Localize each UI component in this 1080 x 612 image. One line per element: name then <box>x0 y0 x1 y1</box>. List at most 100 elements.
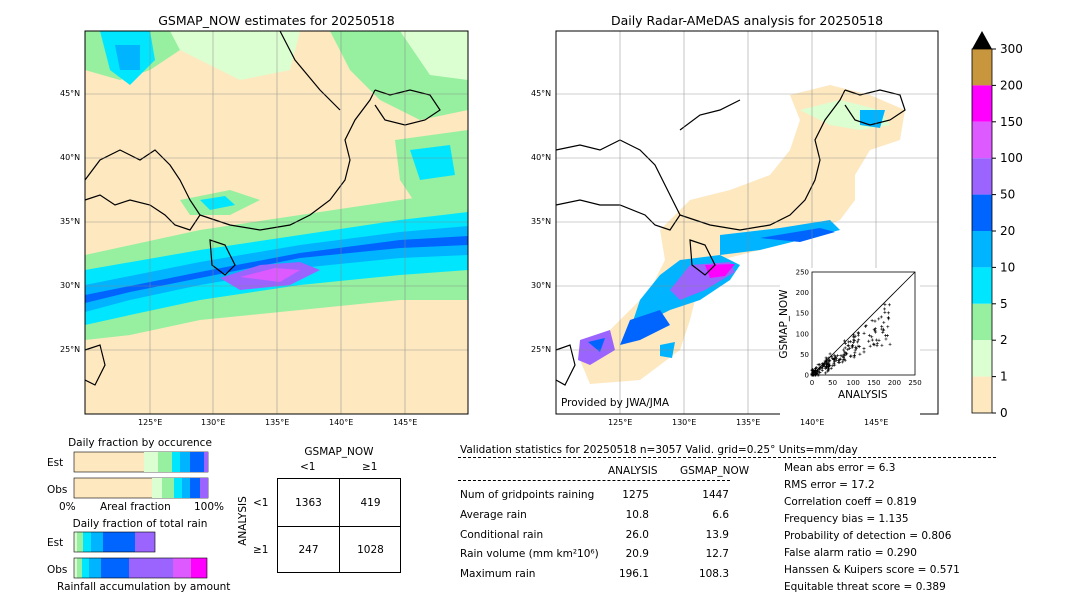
left-lon-125: 125°E <box>138 418 163 427</box>
scatter-ytick-label: 150 <box>796 310 809 318</box>
scatter-xtick-label: 50 <box>828 379 837 387</box>
scatter-marker <box>827 359 831 363</box>
score-line: Correlation coeff = 0.819 <box>784 496 917 508</box>
cell-ge1-lt1: 247 <box>298 544 319 556</box>
scatter-marker <box>838 358 842 362</box>
right-lon-130: 130°E <box>672 418 697 427</box>
total-rain-title: Daily fraction of total rain <box>72 518 208 530</box>
left-lat-45: 45°N <box>60 89 81 98</box>
scatter-marker <box>880 327 884 331</box>
scatter-marker <box>816 363 820 367</box>
scatter-marker <box>888 342 892 346</box>
scatter-marker <box>821 365 825 369</box>
stat-label: Rain volume (mm km²10⁶) <box>460 548 599 560</box>
scatter-marker <box>855 340 859 344</box>
scatter-marker <box>887 317 891 321</box>
scatter-marker <box>874 338 878 342</box>
score-line: Hanssen & Kuipers score = 0.571 <box>784 564 960 576</box>
scatter-marker <box>832 357 836 361</box>
scatter-marker <box>851 344 855 348</box>
stat-label: Maximum rain <box>460 568 536 580</box>
scatter-marker <box>867 333 871 337</box>
colorbar-segment <box>972 49 992 86</box>
left-lat-25: 25°N <box>60 345 81 354</box>
colorbar-tick-label: 5 <box>1000 297 1008 311</box>
colorbar-tick-label: 200 <box>1000 78 1023 92</box>
scatter-marker <box>870 338 874 342</box>
scatter-xtick-label: 150 <box>867 379 880 387</box>
scatter-marker <box>858 345 862 349</box>
colorbar-segment <box>972 376 992 413</box>
scatter-marker <box>843 358 847 362</box>
scatter-marker <box>824 371 828 375</box>
scatter-xticks: 0 50 100 150 200 250 <box>810 379 922 387</box>
scatter-ytick-label: 100 <box>796 330 809 338</box>
stat-analysis: 20.9 <box>625 548 649 560</box>
score-line: Mean abs error = 6.3 <box>784 462 896 474</box>
scatter-marker <box>814 371 818 375</box>
scatter-frame <box>811 271 916 376</box>
left-lat-40: 40°N <box>60 153 81 162</box>
scatter-marker <box>853 351 857 355</box>
right-lat-35: 35°N <box>531 217 552 226</box>
scatter-marker <box>843 346 847 350</box>
scatter-marker <box>883 307 887 311</box>
scatter-marker <box>887 303 891 307</box>
score-line: Probability of detection = 0.806 <box>784 530 952 542</box>
scatter-marker <box>886 325 890 329</box>
validation-divider-top <box>458 457 996 458</box>
left-lon-140: 140°E <box>329 418 354 427</box>
scatter-marker <box>839 354 843 358</box>
colorbar-segment <box>972 267 992 304</box>
scatter-marker <box>883 303 887 307</box>
contingency-row-lt1: <1 <box>253 497 269 509</box>
scatter-marker <box>874 330 878 334</box>
total-rain-row-est: Est <box>47 537 64 549</box>
colorbar-segment <box>972 231 992 268</box>
colorbar-segment <box>972 85 992 122</box>
scatter-marker <box>827 361 831 365</box>
stat-analysis: 1275 <box>622 489 649 501</box>
map-credit: Provided by JWA/JMA <box>561 397 670 409</box>
right-lat-25: 25°N <box>531 345 552 354</box>
left-lon-135: 135°E <box>265 418 290 427</box>
col-gsmap-header: GSMAP_NOW <box>680 465 750 477</box>
scatter-ytick-label: 250 <box>796 269 809 277</box>
colorbar-tick-label: 100 <box>1000 151 1023 165</box>
left-lon-130: 130°E <box>201 418 226 427</box>
scatter-xlabel: ANALYSIS <box>838 389 888 401</box>
scatter-marker <box>848 346 852 350</box>
scatter-marker <box>864 324 868 328</box>
one-to-one-line <box>811 271 916 376</box>
contingency-col-lt1: <1 <box>300 461 316 473</box>
stat-gsmap: 6.6 <box>712 509 729 521</box>
occurence-title: Daily fraction by occurence <box>68 437 212 449</box>
total-rain-xlabel: Rainfall accumulation by amount <box>57 581 231 593</box>
left-map <box>84 30 469 415</box>
scatter-marker <box>879 315 883 319</box>
colorbar-segment <box>972 340 992 377</box>
right-lat-40: 40°N <box>531 153 552 162</box>
scatter-marker <box>848 340 852 344</box>
scatter-marker <box>846 344 850 348</box>
scatter-marker <box>877 338 881 342</box>
scatter-ylabel: GSMAP_NOW <box>778 289 790 359</box>
contingency-title: GSMAP_NOW <box>304 446 374 458</box>
scatter-points <box>810 303 892 377</box>
scatter-marker <box>884 337 888 341</box>
right-lon-140: 140°E <box>800 418 825 427</box>
total-rain-row-obs: Obs <box>47 564 68 576</box>
scatter-marker <box>829 366 833 370</box>
scatter-ytick-label: 50 <box>800 351 809 359</box>
scatter-marker <box>857 338 861 342</box>
scatter-marker <box>886 315 890 319</box>
right-lon-135: 135°E <box>736 418 761 427</box>
score-line: False alarm ratio = 0.290 <box>784 547 917 559</box>
scatter-marker <box>867 339 871 343</box>
colorbar-extend-arrow <box>972 31 992 49</box>
validation-header: Validation statistics for 20250518 n=305… <box>460 444 858 456</box>
left-lat-35: 35°N <box>60 217 81 226</box>
scatter-marker <box>843 342 847 346</box>
colorbar-tick-label: 10 <box>1000 260 1015 274</box>
